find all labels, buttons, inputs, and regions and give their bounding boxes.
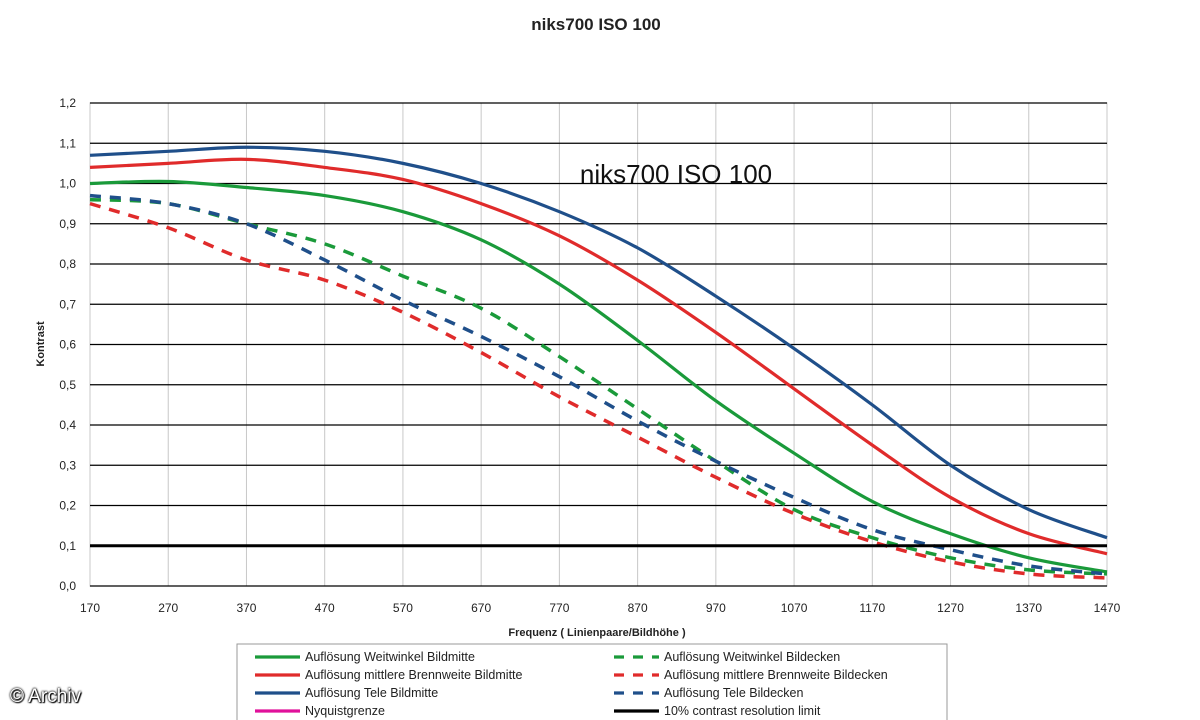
series-line <box>89 201 1108 580</box>
x-tick-label: 1170 <box>859 601 885 615</box>
legend-label: Auflösung Weitwinkel Bildmitte <box>305 650 475 664</box>
x-tick-label: 1070 <box>781 601 808 615</box>
x-tick-label: 1370 <box>1015 601 1042 615</box>
y-tick-label: 1,2 <box>59 96 76 110</box>
x-axis-label: Frequenz ( Linienpaare/Bildhöhe ) <box>508 627 686 639</box>
y-tick-label: 0,6 <box>59 338 76 352</box>
x-tick-label: 570 <box>393 601 413 615</box>
legend-label: Auflösung mittlere Brennweite Bildmitte <box>305 668 523 682</box>
y-tick-label: 0,0 <box>59 579 76 593</box>
legend-box <box>236 643 948 720</box>
y-tick-label: 0,7 <box>59 297 76 311</box>
y-tick-label: 0,2 <box>59 499 76 513</box>
legend-label: Auflösung Tele Bildmitte <box>305 686 438 700</box>
x-tick-label: 170 <box>80 601 100 615</box>
y-tick-label: 0,4 <box>59 418 76 432</box>
x-tick-label: 870 <box>628 601 648 615</box>
legend: Auflösung Weitwinkel Bildmitte Auflösung … <box>255 650 888 718</box>
y-tick-label: 0,5 <box>59 378 76 392</box>
y-tick-label: 0,3 <box>59 458 76 472</box>
y-tick-label: 1,0 <box>59 177 76 191</box>
legend-label: Auflösung Weitwinkel Bildecken <box>664 650 840 664</box>
legend-label: Auflösung Tele Bildecken <box>664 686 803 700</box>
x-tick-labels: 170 270 370 470 570 670 770 870 970 1070 1170 1270 1… <box>80 601 1121 615</box>
series-line <box>89 145 1108 540</box>
series-line <box>89 157 1108 556</box>
chart-title: niks700 ISO 100 <box>531 15 660 34</box>
x-tick-label: 1270 <box>937 601 964 615</box>
y-tick-label: 0,9 <box>59 217 76 231</box>
x-tick-label: 1470 <box>1094 601 1121 615</box>
x-tick-label: 470 <box>315 601 335 615</box>
y-tick-label: 1,1 <box>59 136 76 150</box>
x-tick-label: 770 <box>549 601 569 615</box>
series-line <box>89 193 1108 576</box>
x-tick-label: 970 <box>706 601 726 615</box>
copyright-watermark: © Archiv <box>10 686 82 707</box>
series-lines <box>89 145 1108 580</box>
legend-label: Nyquistgrenze <box>305 704 385 718</box>
series-line <box>89 179 1108 574</box>
legend-label: Auflösung mittlere Brennweite Bildecken <box>664 668 888 682</box>
x-tick-label: 370 <box>236 601 256 615</box>
y-axis-label: Kontrast <box>35 321 47 367</box>
plot-inner-title: niks700 ISO 100 <box>580 159 772 189</box>
x-tick-label: 270 <box>158 601 178 615</box>
y-tick-labels: 0,0 0,1 0,2 0,3 0,4 0,5 0,6 0,7 0,8 0,9 1,0 1,1 1,2 <box>59 96 76 593</box>
x-tick-label: 670 <box>471 601 491 615</box>
legend-label: 10% contrast resolution limit <box>664 704 821 718</box>
y-tick-label: 0,8 <box>59 257 76 271</box>
y-tick-label: 0,1 <box>59 539 76 553</box>
